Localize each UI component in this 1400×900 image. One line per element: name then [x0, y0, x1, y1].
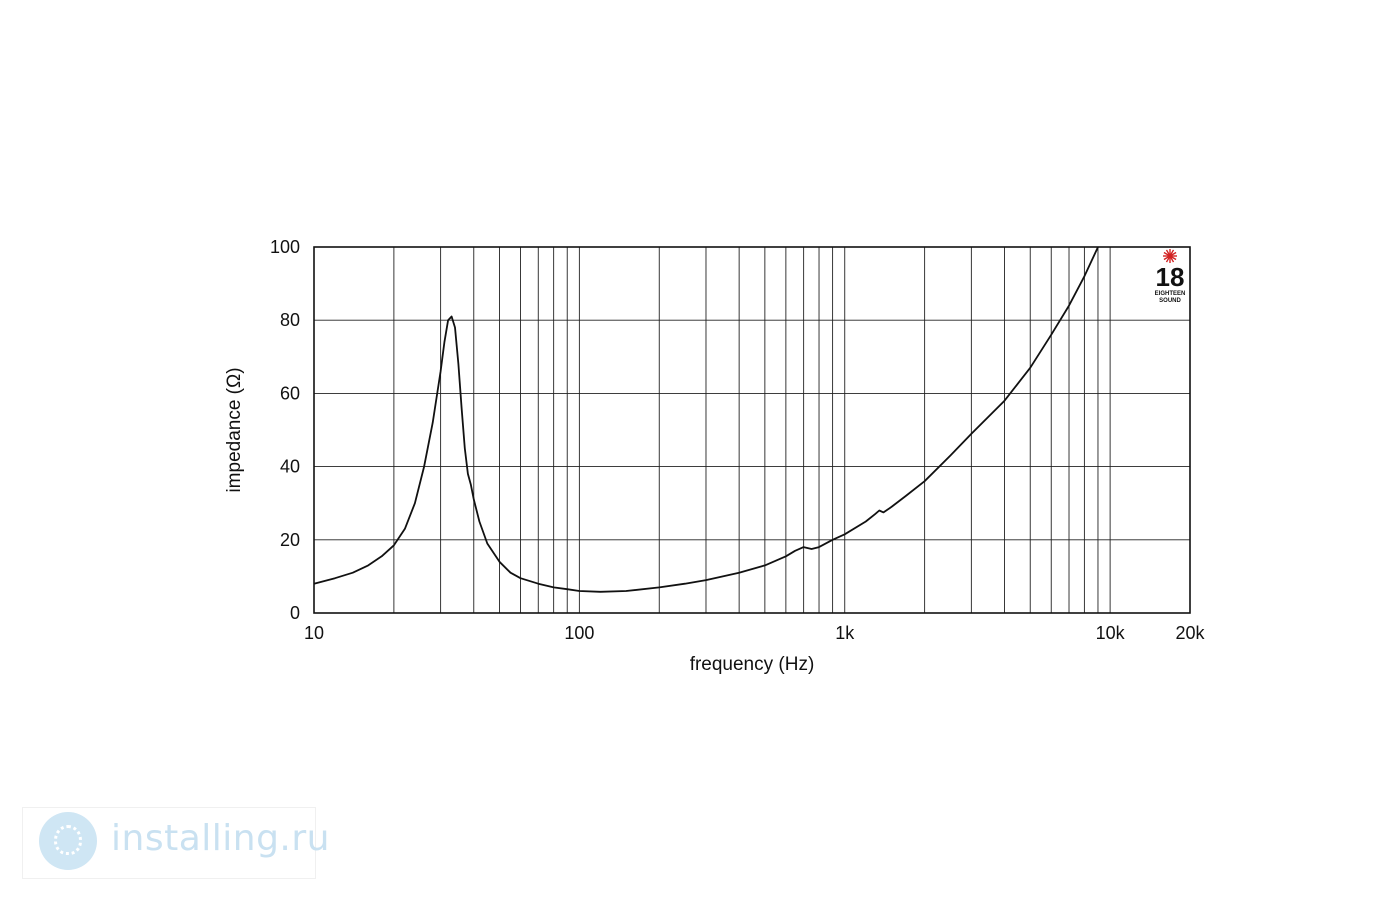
- x-tick-label: 10k: [1096, 623, 1126, 643]
- x-tick-label: 1k: [835, 623, 855, 643]
- logo-line1: EIGHTEEN: [1155, 291, 1186, 297]
- x-tick-label: 20k: [1175, 623, 1205, 643]
- y-tick-label: 100: [270, 237, 300, 257]
- y-axis-label: impedance (Ω): [224, 367, 245, 492]
- star-icon: [1163, 249, 1177, 263]
- brain-icon: [39, 812, 97, 870]
- y-tick-label: 40: [280, 457, 300, 477]
- star-ray: [1163, 251, 1177, 261]
- x-tick-label: 100: [564, 623, 594, 643]
- watermark: installing.ru: [22, 807, 329, 879]
- watermark-text: installing.ru: [111, 818, 330, 859]
- x-axis-label: frequency (Hz): [690, 654, 815, 675]
- plot-frame: [313, 246, 1191, 614]
- eighteen-sound-logo: 18 EIGHTEEN SOUND: [1155, 249, 1186, 304]
- y-tick-label: 80: [280, 310, 300, 330]
- y-tick-label: 60: [280, 383, 300, 403]
- impedance-curve: [313, 246, 1099, 593]
- x-tick-label: 10: [304, 623, 324, 643]
- logo-number: 18: [1156, 262, 1185, 292]
- y-tick-label: 20: [280, 530, 300, 550]
- y-tick-label: 0: [290, 603, 300, 623]
- chart-grid: [314, 247, 1190, 613]
- logo-line2: SOUND: [1159, 298, 1181, 304]
- chart-tick-labels: 0 20 40 60 80 100 10 100 1k 10k 20k: [270, 237, 1206, 643]
